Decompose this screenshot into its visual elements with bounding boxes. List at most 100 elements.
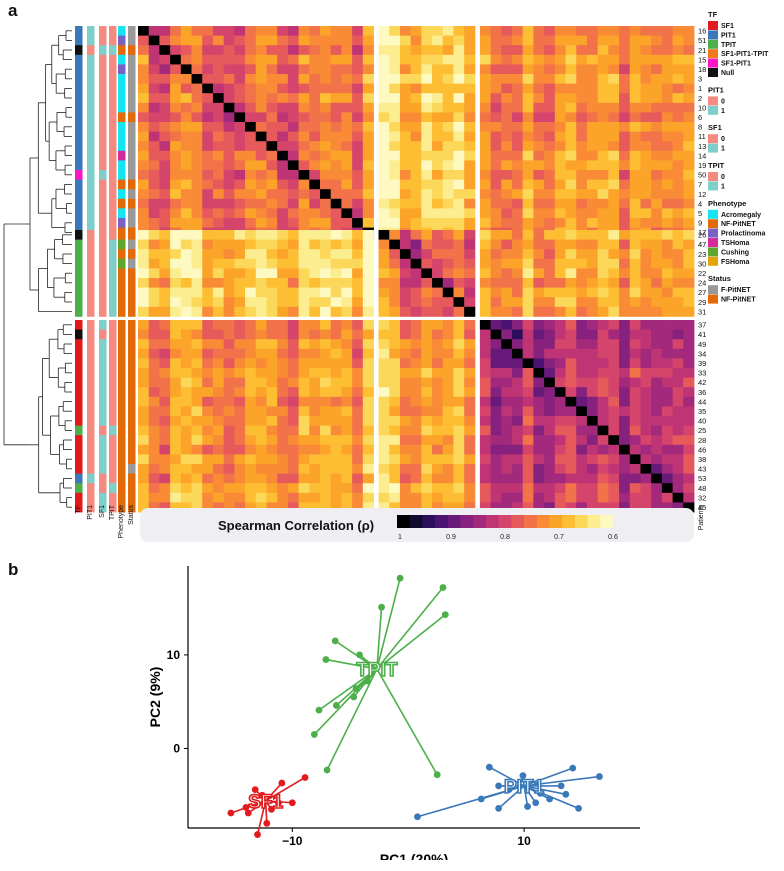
heatmap-cell: [619, 287, 631, 298]
heatmap-cell: [277, 416, 289, 426]
heatmap-cell: [597, 368, 609, 378]
heatmap-cell: [191, 268, 203, 279]
heatmap-cell: [544, 122, 556, 132]
heatmap-cell: [533, 150, 545, 161]
heatmap-cell: [138, 425, 150, 436]
annotation-cell-tf: [75, 170, 83, 180]
heatmap-cell: [672, 473, 684, 484]
data-point: [505, 786, 513, 794]
heatmap-cell: [410, 473, 422, 484]
annotation-cell-status: [128, 406, 136, 417]
heatmap-cell: [421, 249, 433, 260]
heatmap-cell: [266, 502, 278, 513]
group-label-tpit: TPIT: [356, 660, 398, 681]
heatmap-cell: [245, 348, 257, 359]
heatmap-cell: [651, 268, 663, 279]
heatmap-cell: [277, 102, 289, 113]
heatmap-cell: [159, 287, 171, 298]
heatmap-cell: [565, 320, 577, 330]
annotation-cell-pit1: [87, 230, 95, 240]
heatmap-cell: [148, 492, 160, 503]
heatmap-cell: [255, 26, 267, 36]
heatmap-cell: [490, 160, 502, 171]
heatmap-cell: [180, 179, 192, 190]
annotation-cell-sf1: [99, 150, 107, 161]
heatmap-cell: [410, 483, 422, 494]
heatmap-cell: [479, 416, 491, 426]
heatmap-cell: [608, 122, 620, 132]
heatmap-cell: [661, 454, 673, 465]
heatmap-cell: [544, 464, 556, 474]
heatmap-cell: [277, 230, 289, 240]
heatmap-cell: [597, 320, 609, 330]
annotation-cell-status: [128, 160, 136, 171]
heatmap-cell: [138, 230, 150, 240]
heatmap-cell: [490, 406, 502, 417]
heatmap-cell: [255, 483, 267, 494]
heatmap-cell: [661, 278, 673, 288]
heatmap-cell: [533, 377, 545, 388]
heatmap-cell: [490, 230, 502, 240]
heatmap-cell: [683, 218, 695, 228]
heatmap-cell: [212, 368, 225, 378]
legend-label: PIT1: [721, 32, 736, 39]
heatmap-cell: [277, 150, 289, 161]
heatmap-cell: [576, 198, 588, 209]
heatmap-cell: [180, 112, 192, 123]
heatmap-cell: [554, 83, 566, 94]
heatmap-cells: [138, 26, 695, 513]
heatmap-cell: [298, 435, 310, 446]
heatmap-cell: [159, 45, 171, 56]
heatmap-cell: [432, 112, 444, 123]
legend-label: 0: [721, 174, 725, 181]
heatmap-cell: [255, 170, 267, 180]
heatmap-cell: [672, 150, 684, 161]
patient-label: 16: [698, 27, 706, 36]
annotation-cell-status: [128, 35, 136, 46]
heatmap-cell: [309, 464, 321, 474]
heatmap-cell: [479, 83, 491, 94]
heatmap-cell: [479, 258, 491, 269]
heatmap-cell: [501, 329, 513, 340]
heatmap-cell: [479, 26, 491, 36]
heatmap-cell: [464, 435, 476, 446]
heatmap-cell: [672, 141, 684, 152]
heatmap-cell: [202, 454, 214, 465]
legend-swatch: [708, 219, 718, 229]
patient-label: 36: [698, 388, 706, 397]
heatmap-cell: [148, 258, 160, 269]
annotation-cell-sf1: [99, 396, 107, 407]
heatmap-cell: [533, 339, 545, 350]
heatmap-cell: [597, 208, 609, 219]
heatmap-cell: [464, 368, 476, 378]
annotation-cell-tf: [75, 396, 83, 407]
heatmap-cell: [341, 377, 353, 388]
heatmap-cell: [597, 179, 609, 190]
heatmap-cell: [565, 150, 577, 161]
heatmap-cell: [234, 131, 246, 142]
annotation-cell-tpit: [109, 179, 117, 190]
heatmap-cell: [586, 218, 599, 228]
heatmap-cell: [640, 150, 652, 161]
heatmap-cell: [661, 198, 673, 209]
heatmap-cell: [442, 406, 454, 417]
heatmap-cell: [501, 189, 513, 200]
heatmap-cell: [159, 502, 171, 513]
heatmap-cell: [597, 35, 609, 46]
heatmap-cell: [138, 45, 150, 56]
heatmap-cell: [148, 93, 160, 104]
heatmap-cell: [640, 425, 652, 436]
heatmap-cell: [277, 26, 289, 36]
annotation-cell-sf1: [99, 339, 107, 350]
annotation-cell-tpit: [109, 35, 117, 46]
heatmap-cell: [512, 278, 524, 288]
heatmap-cell: [533, 348, 545, 359]
heatmap-cell: [651, 26, 663, 36]
annotation-header-tpit: TPIT: [109, 504, 116, 520]
heatmap-cell: [683, 160, 695, 171]
heatmap-cell: [421, 160, 433, 171]
heatmap-cell: [341, 141, 353, 152]
heatmap-cell: [378, 483, 390, 494]
annotation-cell-pit1: [87, 368, 95, 378]
legend-label: 0: [721, 136, 725, 143]
